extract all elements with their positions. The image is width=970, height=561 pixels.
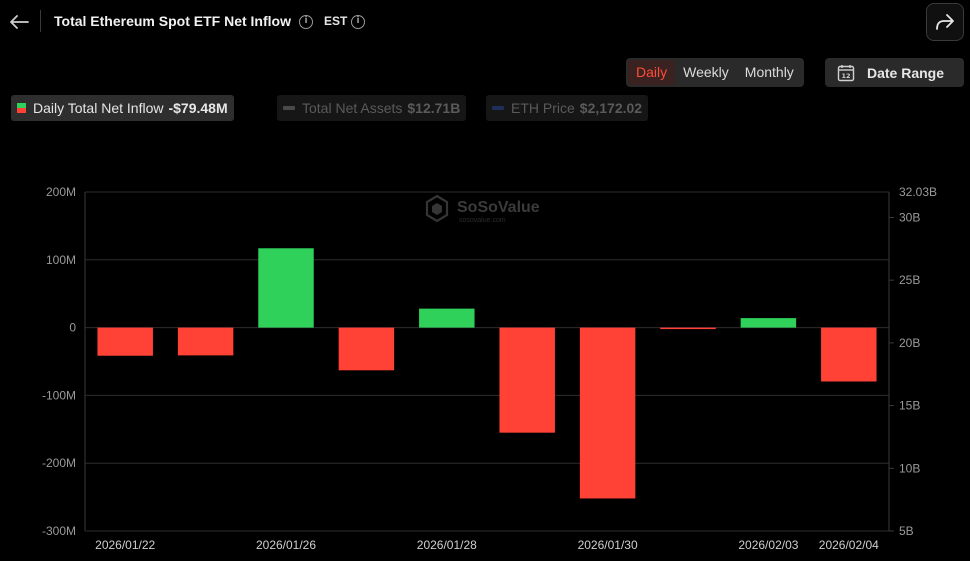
legend-price-label: ETH Price <box>511 100 575 116</box>
y2-tick-label: 5B <box>899 524 914 538</box>
legend-inflow-value: -$79.48M <box>168 100 228 116</box>
watermark-domain: sosovalue.com <box>459 217 506 224</box>
bar-2026-01-28 <box>419 308 475 328</box>
bar-2026-02-02 <box>660 327 716 330</box>
period-daily-button[interactable]: Daily <box>628 60 676 85</box>
legend-price-value: $2,172.02 <box>579 100 643 116</box>
x-tick-label: 2026/01/28 <box>417 538 477 552</box>
y2-tick-label: 25B <box>899 273 920 287</box>
legend-price-swatch-icon <box>492 106 504 110</box>
arrow-left-icon <box>10 15 29 29</box>
share-button[interactable] <box>926 3 964 41</box>
y2-tick-label: 30B <box>899 210 920 224</box>
calendar-day-text: 12 <box>841 72 850 80</box>
bar-2026-01-27 <box>338 327 395 371</box>
y2-tick-label: 20B <box>899 336 920 350</box>
net-inflow-bar-chart: SoSoValue sosovalue.com 200M 100M 0 -100M -2… <box>42 185 937 552</box>
x-tick-label: 2026/02/03 <box>738 538 798 552</box>
y-tick-label: 0 <box>69 321 76 335</box>
legend-inflow-label: Daily Total Net Inflow <box>33 100 164 116</box>
legend-eth-price[interactable]: ETH Price $2,172.02 <box>486 95 649 121</box>
legend-assets-swatch-icon <box>283 106 295 110</box>
header-divider <box>40 10 41 32</box>
bar-2026-02-04 <box>821 327 877 382</box>
sosovalue-logo-icon <box>425 194 449 223</box>
bar-2026-01-26 <box>258 248 314 328</box>
date-range-label: Date Range <box>867 64 945 81</box>
watermark: SoSoValue sosovalue.com <box>425 194 540 224</box>
x-tick-label: 2026/02/04 <box>819 538 879 552</box>
legend-assets-label: Total Net Assets <box>302 100 403 116</box>
x-tick-label: 2026/01/22 <box>95 538 155 552</box>
bar-2026-01-22 <box>97 327 153 356</box>
bar-2026-02-03 <box>740 318 797 328</box>
y2-tick-label: 10B <box>899 461 920 475</box>
y2-tick-label: 15B <box>899 399 920 413</box>
bar-2026-01-23 <box>177 327 234 356</box>
bar-2026-01-29 <box>499 327 555 433</box>
page-title: Total Ethereum Spot ETF Net Inflow <box>54 13 291 29</box>
title-info-icon[interactable]: i <box>299 15 313 29</box>
period-weekly-button[interactable]: Weekly <box>683 64 729 80</box>
y-tick-label: -100M <box>42 388 76 402</box>
y-tick-label: 200M <box>46 185 76 199</box>
legend-assets-value: $12.71B <box>407 100 461 116</box>
legend-inflow-swatch-icon <box>17 103 26 113</box>
period-monthly-button[interactable]: Monthly <box>744 64 794 80</box>
timezone-info-icon[interactable]: i <box>351 15 365 29</box>
date-range-button[interactable]: 12 Date Range <box>825 58 964 87</box>
period-selector: Daily Weekly Monthly <box>626 58 804 87</box>
legend-total-net-assets[interactable]: Total Net Assets $12.71B <box>277 95 467 121</box>
chart-area: SoSoValue sosovalue.com 200M 100M 0 -100M -2… <box>0 130 970 556</box>
timezone-label: EST <box>324 14 348 28</box>
header-bar: Total Ethereum Spot ETF Net Inflow i EST… <box>0 0 970 44</box>
legend-daily-net-inflow[interactable]: Daily Total Net Inflow -$79.48M <box>11 95 234 121</box>
y-tick-label: -300M <box>42 524 76 538</box>
y2-tick-label: 32.03B <box>899 185 937 199</box>
x-tick-label: 2026/01/30 <box>578 538 638 552</box>
x-tick-label: 2026/01/26 <box>256 538 316 552</box>
back-button[interactable] <box>8 11 30 33</box>
share-icon <box>936 14 954 30</box>
calendar-icon: 12 <box>837 64 855 81</box>
y-tick-label: 100M <box>46 253 76 267</box>
watermark-brand: SoSoValue <box>457 199 540 216</box>
bar-2026-01-30 <box>579 327 636 499</box>
y-tick-label: -200M <box>42 456 76 470</box>
